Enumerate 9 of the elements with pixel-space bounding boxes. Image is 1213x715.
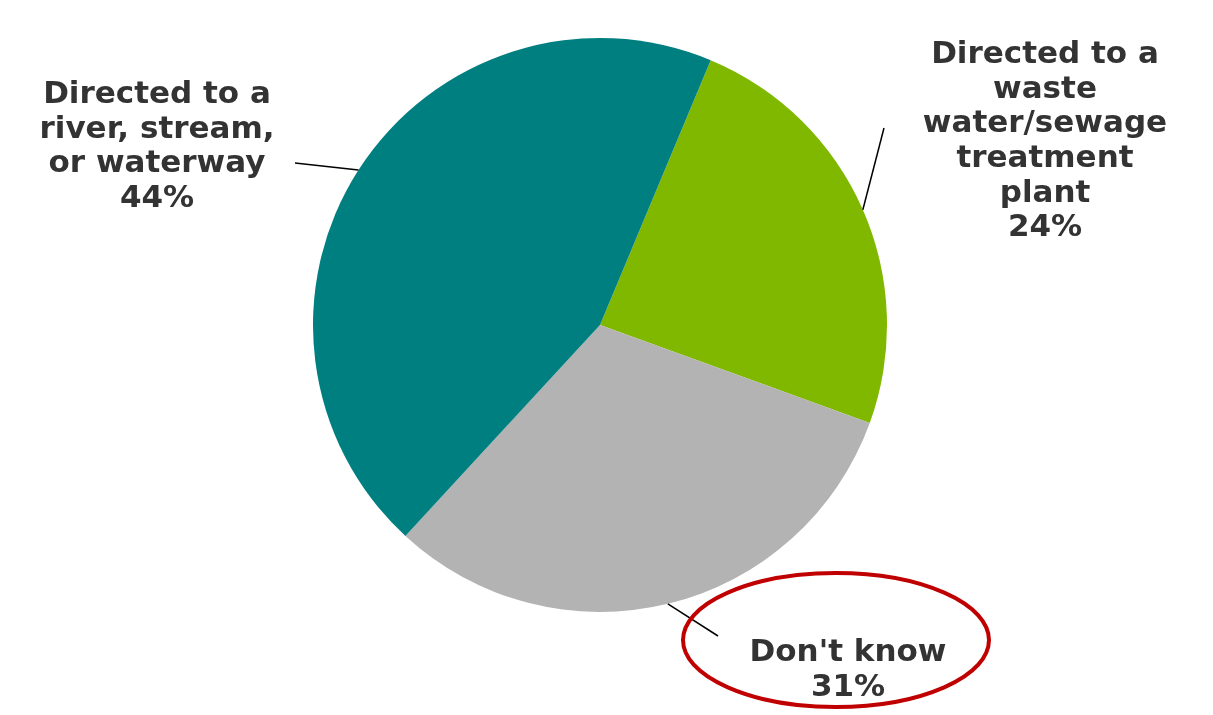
pie-slice bbox=[600, 60, 887, 423]
data-label: 44% bbox=[119, 177, 195, 214]
slice-label: Don't know bbox=[749, 631, 947, 668]
pie-slice bbox=[313, 38, 711, 536]
data-label: 31% bbox=[810, 666, 886, 703]
data-label: 24% bbox=[1007, 207, 1083, 244]
slice-label: Directed to a waste water/sewage treatment plant bbox=[922, 33, 1168, 209]
pie-slice bbox=[405, 325, 870, 612]
slice-label: Directed to a river, stream, or waterway bbox=[39, 73, 275, 180]
